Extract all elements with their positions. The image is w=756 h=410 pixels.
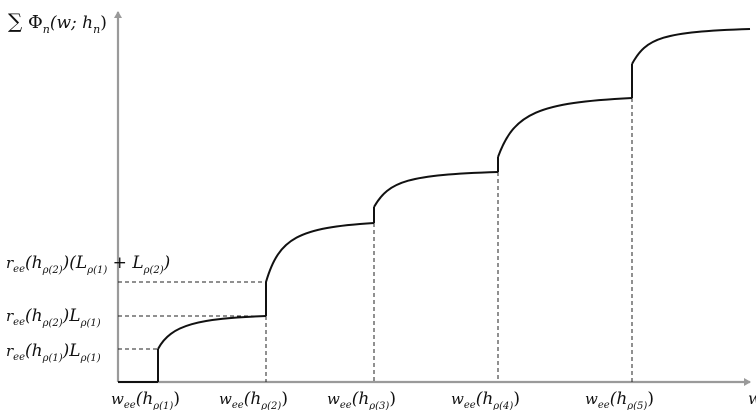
y-tick-label-2: r_ee(h_ρ(2)) L_ρ(1)ree(hρ(2))Lρ(1) — [6, 306, 101, 329]
x-tick-label-3: wee(hρ(3)) — [327, 389, 396, 410]
x-tick-label-1: wee(hρ(1)) — [111, 389, 180, 410]
guide-lines — [118, 98, 633, 382]
x-tick-labels: wee(hρ(1)) wee(hρ(2)) wee(hρ(3)) wee(hρ(4))… — [111, 389, 654, 410]
curve-segment-3 — [373, 171, 499, 208]
curve-segment-2 — [265, 222, 375, 283]
y-axis-label: ∑ Φn(w; hn)∑ Φ_n(w; h_n) — [8, 9, 107, 36]
curve-segment-4 — [497, 97, 633, 158]
step-curve — [118, 28, 751, 383]
y-tick-label-3: r_ee(h_ρ(2)) (L_ρ(1) + L_ρ(2))ree(hρ(2))… — [6, 253, 170, 276]
x-axis-label: w — [748, 389, 756, 408]
y-tick-label-1: r_ee(h_ρ(1)) L_ρ(1)ree(hρ(1))Lρ(1) — [6, 341, 101, 364]
x-tick-label-2: wee(hρ(2)) — [219, 389, 288, 410]
x-tick-label-4: wee(hρ(4)) — [451, 389, 520, 410]
curve-segment-5 — [631, 28, 751, 65]
axes — [114, 11, 751, 386]
y-tick-labels: r_ee(h_ρ(1)) L_ρ(1)ree(hρ(1))Lρ(1) r_ee(h… — [6, 253, 170, 364]
curve-segment-1 — [157, 315, 267, 350]
x-tick-label-5: wee(hρ(5)) — [585, 389, 654, 410]
